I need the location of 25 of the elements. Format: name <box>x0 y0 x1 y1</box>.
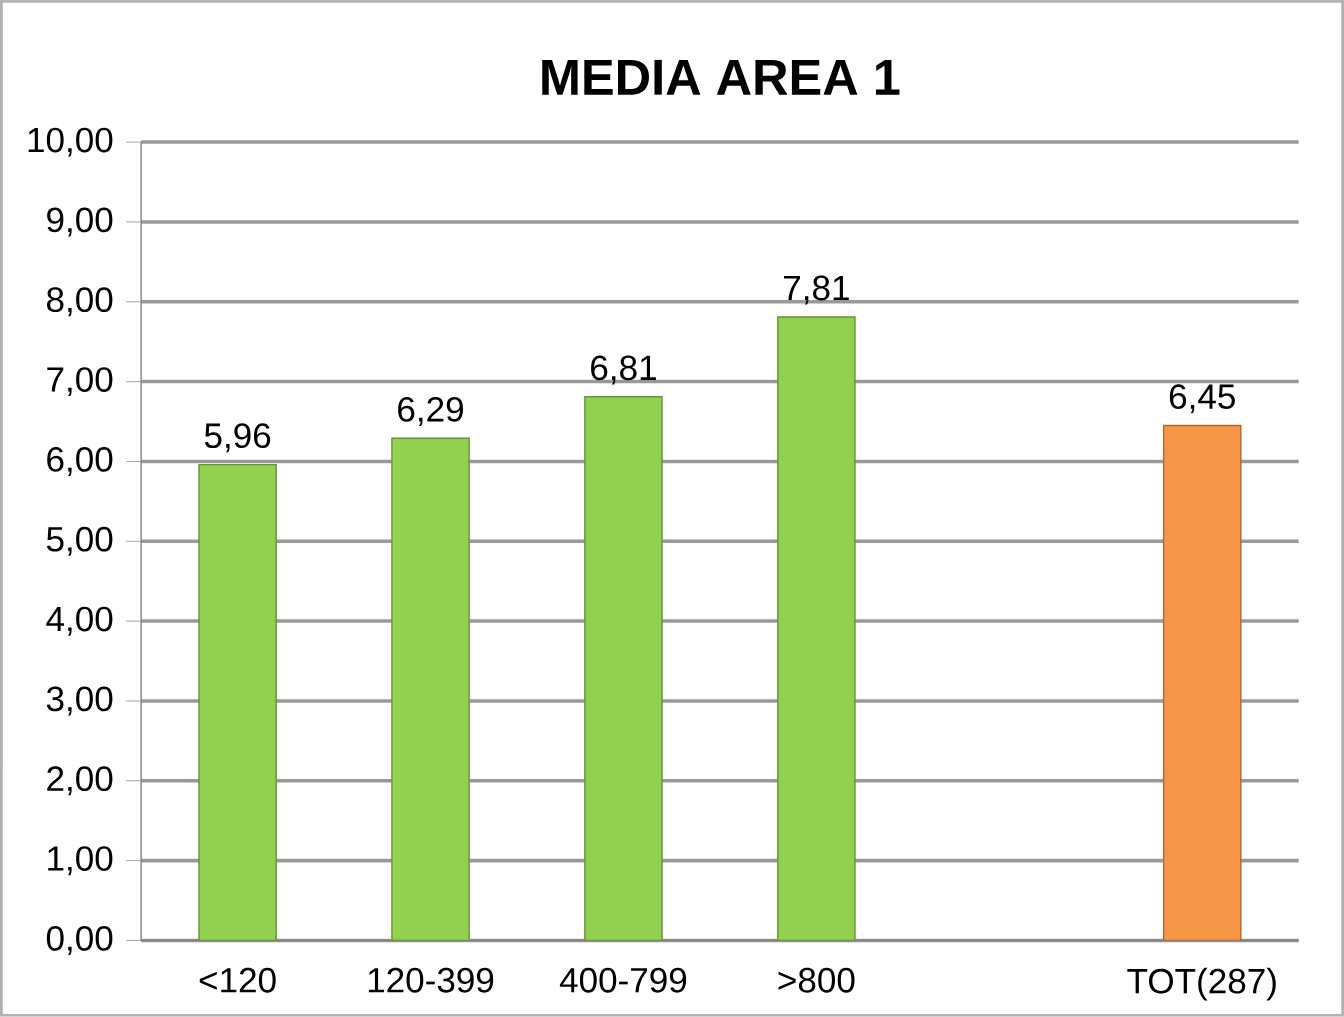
x-tick-label: 400-799 <box>559 967 687 993</box>
data-label: 6,45 <box>1169 384 1235 414</box>
y-tick-label: 5,00 <box>46 526 113 556</box>
y-tick-label: 10,00 <box>28 127 113 157</box>
y-tick-label: 0,00 <box>46 926 113 956</box>
data-label: 7,81 <box>784 275 849 305</box>
data-label: 6,81 <box>591 355 656 385</box>
y-tick-label: 2,00 <box>47 766 113 796</box>
bar <box>1162 424 1242 941</box>
x-tick-label: >800 <box>778 967 855 993</box>
y-tick-label: 8,00 <box>47 287 113 317</box>
bar <box>391 437 470 941</box>
x-tick-label: <120 <box>199 967 276 993</box>
y-tick-label: 3,00 <box>46 686 113 716</box>
x-tick-label: TOT(287) <box>1127 967 1276 1001</box>
y-tick-label: 6,00 <box>47 447 113 477</box>
data-label: 6,29 <box>398 397 464 427</box>
data-label: 5,96 <box>204 423 271 453</box>
y-tick-label: 9,00 <box>47 207 113 237</box>
x-tick-label: 120-399 <box>368 967 494 993</box>
y-tick-label: 7,00 <box>47 367 113 397</box>
y-tick-label: 4,00 <box>46 606 113 636</box>
bar <box>198 464 277 941</box>
y-tick-label: 1,00 <box>48 846 113 876</box>
chart-title: MEDIA AREA 1 <box>542 60 900 95</box>
